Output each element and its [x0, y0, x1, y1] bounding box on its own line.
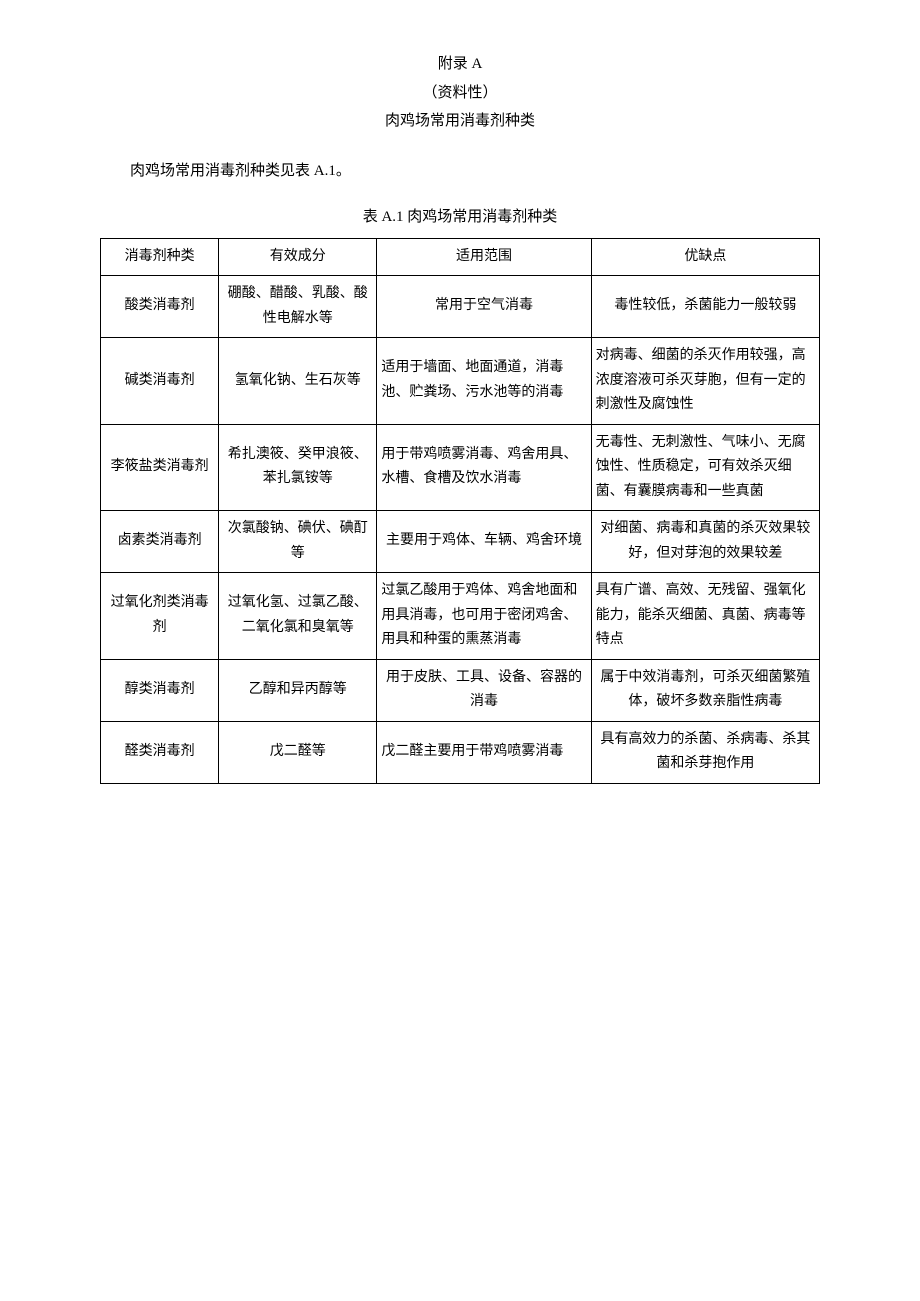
cell-proscons: 具有广谱、高效、无残留、强氧化能力，能杀灭细菌、真菌、病毒等特点 — [591, 573, 819, 660]
cell-ingredient: 乙醇和异丙醇等 — [219, 659, 377, 721]
table-row: 卤素类消毒剂次氯酸钠、碘伏、碘酊等主要用于鸡体、车辆、鸡舍环境对细菌、病毒和真菌… — [101, 511, 820, 573]
cell-scope: 用于皮肤、工具、设备、容器的消毒 — [377, 659, 591, 721]
cell-type: 醛类消毒剂 — [101, 721, 219, 783]
intro-paragraph: 肉鸡场常用消毒剂种类见表 A.1。 — [100, 158, 820, 185]
table-body: 酸类消毒剂硼酸、醋酸、乳酸、酸性电解水等常用于空气消毒毒性较低，杀菌能力一般较弱… — [101, 276, 820, 784]
table-row: 醇类消毒剂乙醇和异丙醇等用于皮肤、工具、设备、容器的消毒属于中效消毒剂，可杀灭细… — [101, 659, 820, 721]
col-header-ingredient: 有效成分 — [219, 238, 377, 276]
cell-type: 李筱盐类消毒剂 — [101, 424, 219, 511]
col-header-scope: 适用范围 — [377, 238, 591, 276]
col-header-proscons: 优缺点 — [591, 238, 819, 276]
cell-ingredient: 希扎澳筱、癸甲浪筱、苯扎氯铵等 — [219, 424, 377, 511]
cell-type: 酸类消毒剂 — [101, 276, 219, 338]
col-header-type: 消毒剂种类 — [101, 238, 219, 276]
cell-type: 碱类消毒剂 — [101, 338, 219, 425]
cell-proscons: 毒性较低，杀菌能力一般较弱 — [591, 276, 819, 338]
disinfectant-table: 消毒剂种类 有效成分 适用范围 优缺点 酸类消毒剂硼酸、醋酸、乳酸、酸性电解水等… — [100, 238, 820, 784]
cell-ingredient: 氢氧化钠、生石灰等 — [219, 338, 377, 425]
cell-proscons: 对细菌、病毒和真菌的杀灭效果较好，但对芽泡的效果较差 — [591, 511, 819, 573]
cell-type: 过氧化剂类消毒剂 — [101, 573, 219, 660]
table-row: 酸类消毒剂硼酸、醋酸、乳酸、酸性电解水等常用于空气消毒毒性较低，杀菌能力一般较弱 — [101, 276, 820, 338]
cell-scope: 常用于空气消毒 — [377, 276, 591, 338]
table-row: 醛类消毒剂戊二醛等戊二醛主要用于带鸡喷雾消毒具有高效力的杀菌、杀病毒、杀其菌和杀… — [101, 721, 820, 783]
table-caption: 表 A.1 肉鸡场常用消毒剂种类 — [100, 205, 820, 226]
table-header-row: 消毒剂种类 有效成分 适用范围 优缺点 — [101, 238, 820, 276]
table-row: 碱类消毒剂氢氧化钠、生石灰等适用于墙面、地面通道，消毒池、贮粪场、污水池等的消毒… — [101, 338, 820, 425]
header-line-2: （资料性） — [100, 79, 820, 108]
cell-ingredient: 过氧化氢、过氯乙酸、二氧化氯和臭氧等 — [219, 573, 377, 660]
cell-proscons: 属于中效消毒剂，可杀灭细菌繁殖体，破坏多数亲脂性病毒 — [591, 659, 819, 721]
cell-scope: 主要用于鸡体、车辆、鸡舍环境 — [377, 511, 591, 573]
table-row: 过氧化剂类消毒剂过氧化氢、过氯乙酸、二氧化氯和臭氧等过氯乙酸用于鸡体、鸡舍地面和… — [101, 573, 820, 660]
cell-type: 醇类消毒剂 — [101, 659, 219, 721]
cell-ingredient: 次氯酸钠、碘伏、碘酊等 — [219, 511, 377, 573]
cell-proscons: 无毒性、无刺激性、气味小、无腐蚀性、性质稳定，可有效杀灭细菌、有囊膜病毒和一些真… — [591, 424, 819, 511]
cell-ingredient: 硼酸、醋酸、乳酸、酸性电解水等 — [219, 276, 377, 338]
cell-type: 卤素类消毒剂 — [101, 511, 219, 573]
table-row: 李筱盐类消毒剂希扎澳筱、癸甲浪筱、苯扎氯铵等用于带鸡喷雾消毒、鸡舍用具、水槽、食… — [101, 424, 820, 511]
header-line-1: 附录 A — [100, 50, 820, 79]
cell-scope: 用于带鸡喷雾消毒、鸡舍用具、水槽、食槽及饮水消毒 — [377, 424, 591, 511]
cell-proscons: 对病毒、细菌的杀灭作用较强，高浓度溶液可杀灭芽胞，但有一定的刺激性及腐蚀性 — [591, 338, 819, 425]
appendix-header: 附录 A （资料性） 肉鸡场常用消毒剂种类 — [100, 50, 820, 136]
cell-proscons: 具有高效力的杀菌、杀病毒、杀其菌和杀芽抱作用 — [591, 721, 819, 783]
cell-ingredient: 戊二醛等 — [219, 721, 377, 783]
cell-scope: 戊二醛主要用于带鸡喷雾消毒 — [377, 721, 591, 783]
cell-scope: 过氯乙酸用于鸡体、鸡舍地面和用具消毒，也可用于密闭鸡舍、用具和种蛋的熏蒸消毒 — [377, 573, 591, 660]
header-line-3: 肉鸡场常用消毒剂种类 — [100, 107, 820, 136]
cell-scope: 适用于墙面、地面通道，消毒池、贮粪场、污水池等的消毒 — [377, 338, 591, 425]
